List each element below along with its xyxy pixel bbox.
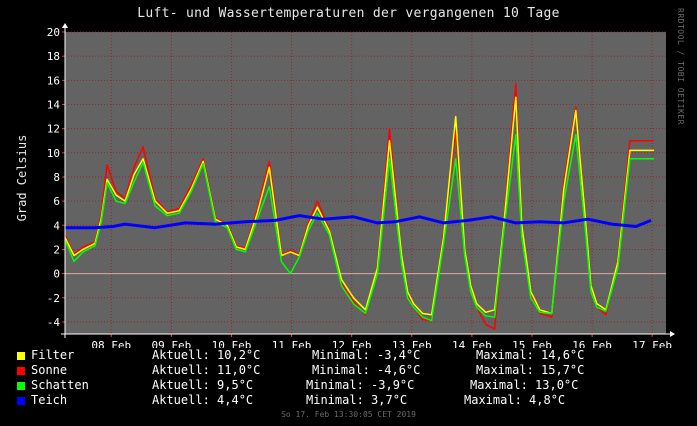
y-tick-label: 14 <box>47 98 61 111</box>
chart-svg: -4 -2 0 2 4 6 8 10 12 14 16 18 20 08 Feb 09 Feb 10 Feb… <box>47 23 675 348</box>
legend-max: Maximal: 13,0°C <box>470 378 579 392</box>
legend-swatch-schatten <box>17 382 25 390</box>
legend-row-schatten: Schatten Aktuell: 9,5°C Minimal: -3,9°C … <box>0 378 697 393</box>
y-tick-label: 18 <box>47 50 60 63</box>
x-tick-label: 12 Feb <box>332 339 372 348</box>
y-axis-arrow-icon <box>62 23 68 28</box>
legend-max: Maximal: 4,8°C <box>464 393 566 407</box>
legend-max: Maximal: 14,6°C <box>476 348 585 362</box>
x-tick-label: 10 Feb <box>212 339 252 348</box>
legend-current: Aktuell: 4,4°C <box>152 393 254 407</box>
y-tick-label: 4 <box>53 219 60 232</box>
y-tick-label: 16 <box>47 74 60 87</box>
legend-name: Schatten <box>31 378 89 392</box>
legend-current: Aktuell: 9,5°C <box>152 378 254 392</box>
legend-current: Aktuell: 10,2°C <box>152 348 261 362</box>
x-axis-arrow-icon <box>670 331 675 337</box>
legend-min: Minimal: -3,9°C <box>306 378 415 392</box>
y-ticks: -4 -2 0 2 4 6 8 10 12 14 16 18 20 <box>47 26 65 329</box>
plot-area <box>65 32 666 334</box>
y-tick-label: 0 <box>53 268 60 281</box>
legend-row-filter: Filter Aktuell: 10,2°C Minimal: -3,4°C M… <box>0 348 697 363</box>
legend-min: Minimal: -4,6°C <box>312 363 421 377</box>
legend-name: Teich <box>31 393 68 407</box>
series-line-schatten <box>64 133 654 322</box>
watermark: RRDTOOL / TOBI OETIKER <box>676 8 685 125</box>
legend-name: Filter <box>31 348 75 362</box>
y-tick-label: -2 <box>47 292 60 305</box>
legend-swatch-filter <box>17 352 25 360</box>
y-tick-label: -4 <box>47 316 61 329</box>
y-tick-label: 20 <box>47 26 60 39</box>
x-tick-label: 14 Feb <box>452 339 492 348</box>
series-group <box>64 83 654 330</box>
grid <box>65 31 666 334</box>
legend-row-sonne: Sonne Aktuell: 11,0°C Minimal: -4,6°C Ma… <box>0 363 697 378</box>
y-tick-label: 12 <box>47 123 60 136</box>
axes <box>61 23 675 338</box>
series-line-teich <box>65 214 652 230</box>
legend-swatch-sonne <box>17 367 25 375</box>
x-tick-label: 11 Feb <box>272 339 312 348</box>
x-tick-label: 16 Feb <box>572 339 612 348</box>
legend-max: Maximal: 15,7°C <box>476 363 585 377</box>
x-tick-label: 09 Feb <box>152 339 192 348</box>
legend-min: Minimal: -3,4°C <box>312 348 421 362</box>
y-tick-label: 8 <box>53 171 60 184</box>
timestamp: So 17. Feb 13:30:05 CET 2019 <box>281 410 416 419</box>
legend-name: Sonne <box>31 363 68 377</box>
x-tick-label: 17 Feb <box>632 339 672 348</box>
x-tick-label: 08 Feb <box>91 339 131 348</box>
y-tick-label: 6 <box>53 195 60 208</box>
chart-title: Luft- und Wassertemperaturen der vergang… <box>137 6 560 21</box>
legend-current: Aktuell: 11,0°C <box>152 363 261 377</box>
x-tick-label: 13 Feb <box>392 339 432 348</box>
x-tick-label: 15 Feb <box>512 339 552 348</box>
legend: Filter Aktuell: 10,2°C Minimal: -3,4°C M… <box>0 348 697 410</box>
x-ticks: 08 Feb 09 Feb 10 Feb 11 Feb 12 Feb 13 Feb 14 F… <box>91 334 672 348</box>
legend-row-teich: Teich Aktuell: 4,4°C Minimal: 3,7°C Maxi… <box>0 393 697 408</box>
y-tick-label: 10 <box>47 147 60 160</box>
y-tick-label: 2 <box>53 243 60 256</box>
legend-min: Minimal: 3,7°C <box>306 393 408 407</box>
legend-swatch-teich <box>17 397 25 405</box>
